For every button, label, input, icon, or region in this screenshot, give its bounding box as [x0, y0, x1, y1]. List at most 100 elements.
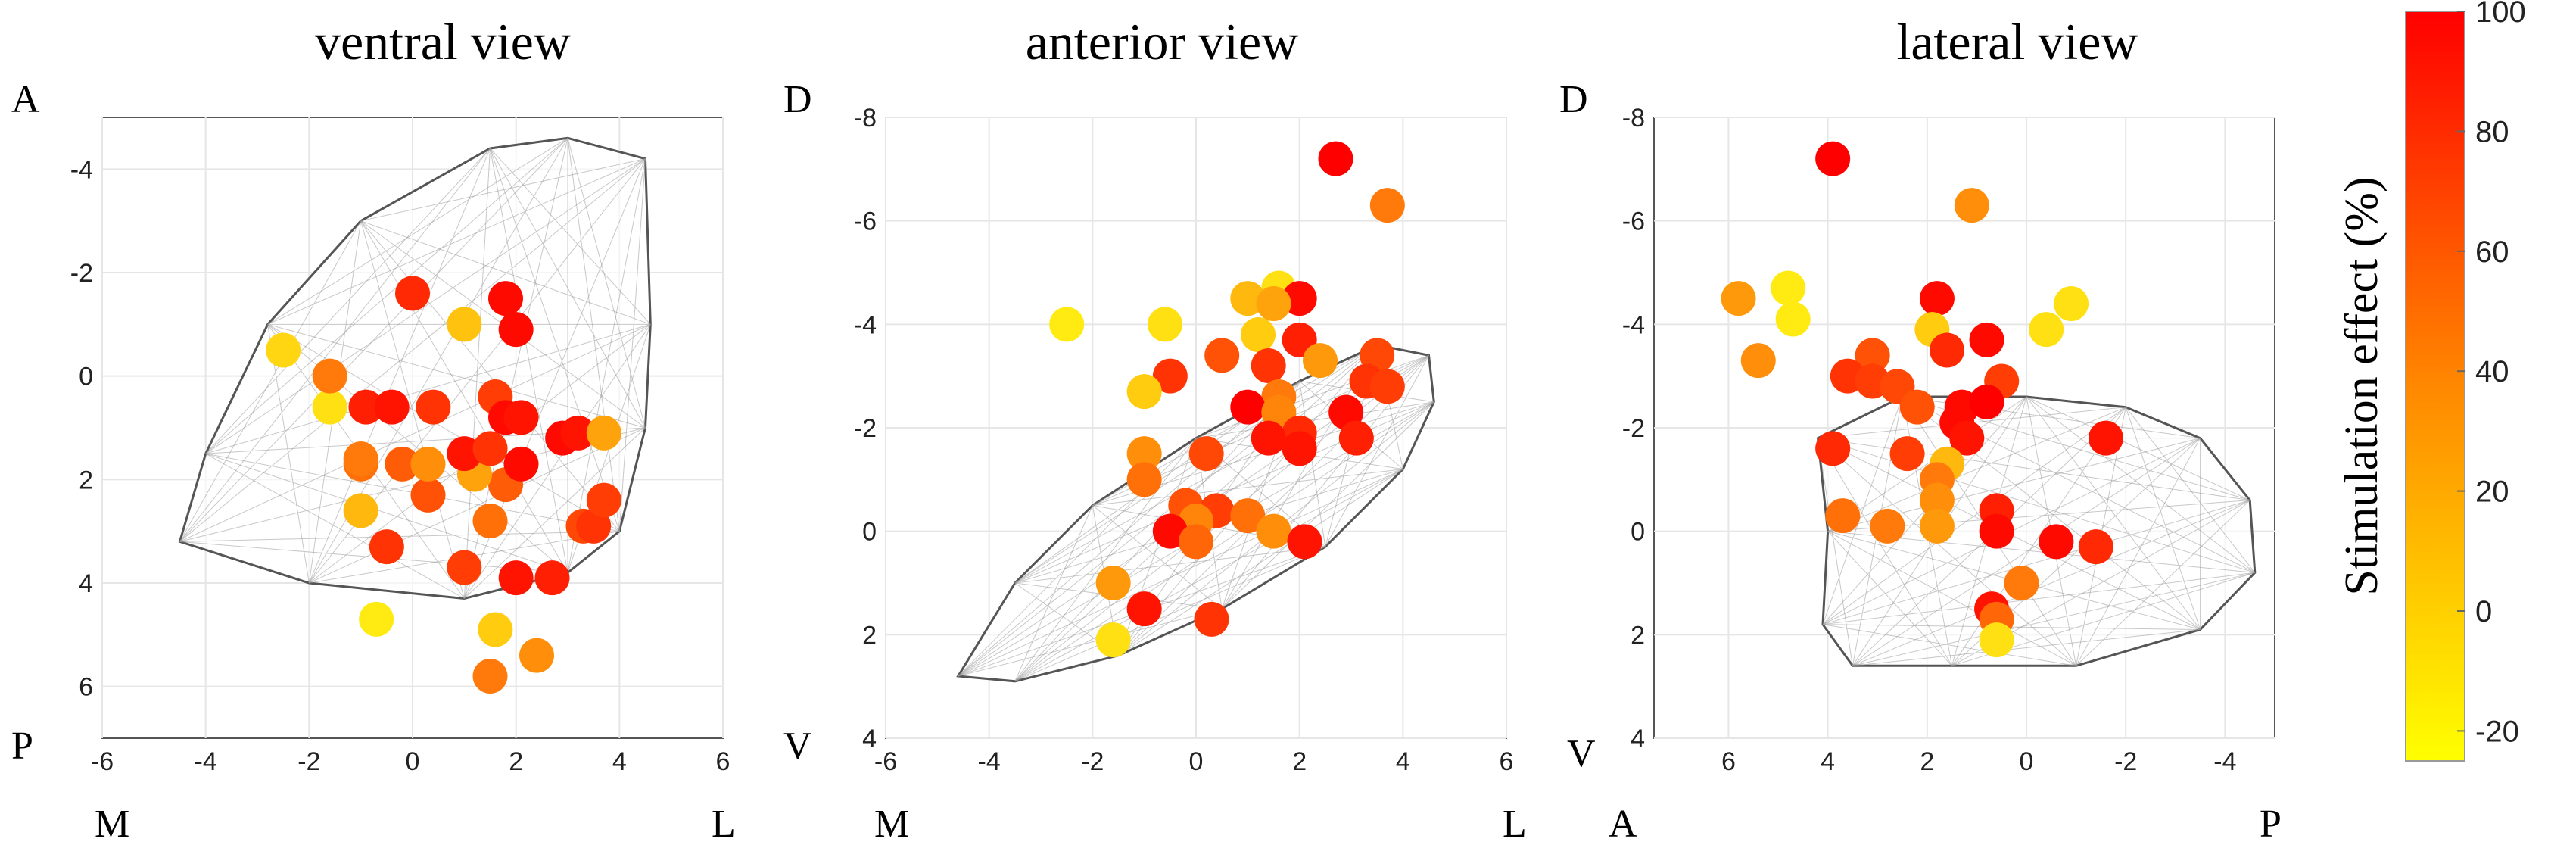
x-tick-label: -6	[874, 747, 897, 776]
y-tick-label: 4	[862, 725, 877, 753]
data-point	[1919, 508, 1955, 544]
data-point	[1256, 286, 1291, 321]
colorbar-tick-label: 40	[2475, 355, 2509, 388]
colorbar: 100 80 60 40 20 0 -20 Stimulation effect (%)	[2336, 0, 2526, 762]
mesh-line	[179, 323, 651, 542]
x-tick-label: 0	[406, 747, 420, 776]
x-tick-label: 0	[2020, 747, 2034, 776]
data-point	[1919, 281, 1955, 316]
x-tick-label: -6	[91, 747, 114, 776]
x-tick-label: -2	[297, 747, 320, 776]
data-point	[560, 415, 596, 450]
data-points	[1049, 141, 1405, 658]
mesh-line	[1325, 355, 1429, 547]
x-tick-label: -2	[2114, 747, 2137, 776]
mesh-line	[1817, 438, 1853, 666]
x-tick-label: 6	[1721, 747, 1736, 776]
corner-label-bottom: V	[783, 725, 812, 768]
colorbar-tick-label: 0	[2475, 595, 2492, 628]
data-point	[488, 281, 523, 316]
x-tick-label: 4	[1396, 747, 1410, 776]
colorbar-tick-label: 20	[2475, 475, 2509, 509]
data-point	[395, 276, 430, 311]
mesh-line	[1827, 531, 1952, 666]
data-point	[1721, 281, 1756, 316]
y-ticks: -8 -6 -4 -2 0 2 4	[1622, 104, 1645, 753]
data-point	[410, 446, 446, 482]
mesh-line	[308, 148, 491, 584]
mesh-line	[267, 158, 646, 325]
data-point	[519, 638, 554, 673]
x-axis-right-label: L	[712, 803, 736, 846]
y-tick-label: 6	[79, 673, 93, 702]
mesh-line	[958, 344, 1378, 677]
mesh-line	[205, 323, 651, 454]
colorbar-label: Stimulation effect (%)	[2336, 176, 2388, 595]
mesh-line	[463, 148, 491, 599]
y-tick-label: 2	[862, 621, 877, 650]
corner-label-bottom: P	[11, 725, 33, 768]
mesh-line	[1221, 401, 1434, 610]
data-point	[343, 493, 378, 528]
mesh-line	[463, 324, 651, 599]
x-tick-label: -2	[1081, 747, 1104, 776]
panel-title: anterior view	[1026, 13, 1299, 70]
mesh-line	[267, 323, 620, 532]
mesh-line	[2026, 396, 2201, 630]
mesh-line	[1822, 572, 2255, 625]
x-tick-label: 6	[1500, 747, 1514, 776]
x-axis-left-label: M	[95, 803, 129, 846]
panel-lateral: lateral view D V A P 6 4 2 0 -2 -4 -8 -6 -4 -2 0 2…	[1559, 13, 2282, 846]
mesh-line	[1827, 407, 2126, 532]
data-point	[1152, 358, 1188, 394]
data-point	[1338, 420, 1374, 456]
colorbar-tick-label: 80	[2475, 115, 2509, 148]
corner-label-top: D	[783, 78, 812, 121]
data-point	[1815, 141, 1851, 176]
y-tick-label: -6	[1622, 207, 1645, 236]
y-tick-label: 0	[79, 363, 93, 391]
data-point	[348, 389, 384, 425]
mesh-line	[1092, 469, 1403, 506]
mesh-line	[179, 137, 568, 542]
data-point	[1870, 508, 1905, 544]
mesh-line	[567, 158, 646, 573]
mesh-line	[205, 453, 465, 599]
data-point	[1969, 384, 2004, 419]
y-tick-label: -8	[1622, 104, 1645, 132]
colorbar-gradient	[2405, 11, 2465, 762]
mesh-line	[205, 137, 568, 454]
mesh-line	[1118, 469, 1403, 656]
mesh-line	[2125, 407, 2256, 573]
x-tick-label: 2	[1920, 747, 1934, 776]
data-points	[266, 276, 621, 694]
mesh-line	[267, 324, 310, 584]
data-point	[447, 436, 482, 472]
x-tick-label: 0	[1189, 747, 1204, 776]
y-tick-label: 2	[79, 466, 93, 494]
data-point	[1251, 420, 1286, 456]
x-ticks: -6 -4 -2 0 2 4 6	[874, 747, 1514, 776]
mesh-line	[2076, 500, 2250, 666]
x-axis-left-label: M	[874, 803, 909, 846]
data-point	[1889, 436, 1925, 472]
mesh-line	[1852, 572, 2255, 666]
mesh-line	[360, 220, 620, 532]
data-point	[416, 389, 451, 425]
mesh-line	[463, 427, 646, 599]
mesh-line	[2125, 407, 2201, 630]
y-tick-label: -2	[854, 414, 877, 443]
data-point	[1126, 374, 1162, 410]
mesh-line	[179, 220, 362, 542]
panel-title: lateral view	[1896, 13, 2138, 70]
panel-title: ventral view	[315, 13, 571, 70]
mesh-line	[1014, 546, 1325, 584]
mesh-line	[1014, 546, 1326, 682]
y-tick-label: -2	[70, 259, 93, 288]
data-point	[1095, 622, 1131, 658]
mesh-line	[1014, 438, 1197, 682]
data-point	[503, 400, 539, 435]
x-ticks: 6 4 2 0 -2 -4	[1721, 747, 2237, 776]
data-point	[1188, 436, 1224, 472]
data-points	[1721, 141, 2123, 658]
